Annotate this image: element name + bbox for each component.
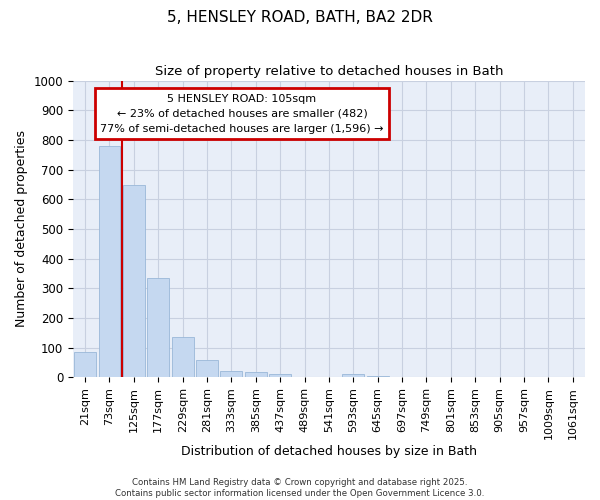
Bar [98, 146, 121, 378]
Title: Size of property relative to detached houses in Bath: Size of property relative to detached ho… [155, 65, 503, 78]
Bar [147, 278, 169, 378]
Text: 5, HENSLEY ROAD, BATH, BA2 2DR: 5, HENSLEY ROAD, BATH, BA2 2DR [167, 10, 433, 25]
Y-axis label: Number of detached properties: Number of detached properties [15, 130, 28, 328]
Bar [269, 374, 291, 378]
Bar [172, 338, 194, 378]
Bar [220, 371, 242, 378]
Bar [74, 352, 96, 378]
Bar [123, 185, 145, 378]
X-axis label: Distribution of detached houses by size in Bath: Distribution of detached houses by size … [181, 444, 477, 458]
Bar [245, 372, 267, 378]
Bar [367, 376, 389, 378]
Bar [196, 360, 218, 378]
Text: 5 HENSLEY ROAD: 105sqm
← 23% of detached houses are smaller (482)
77% of semi-de: 5 HENSLEY ROAD: 105sqm ← 23% of detached… [100, 94, 383, 134]
Bar [343, 374, 364, 378]
Text: Contains HM Land Registry data © Crown copyright and database right 2025.
Contai: Contains HM Land Registry data © Crown c… [115, 478, 485, 498]
